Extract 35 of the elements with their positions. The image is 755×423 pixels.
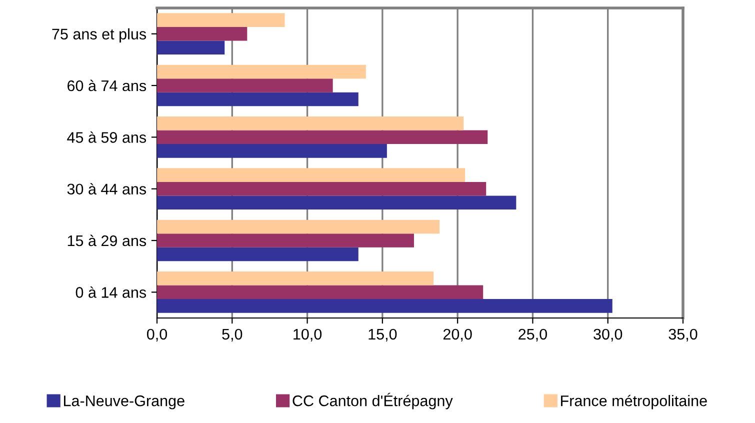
bar [157,13,285,27]
bar [157,78,333,92]
x-tick-label: 35,0 [668,328,698,342]
legend-label: France métropolitaine [561,394,707,410]
bar [157,92,358,106]
bar [157,116,464,130]
x-tick-label: 25,0 [518,328,547,342]
y-tick-label: 15 à 29 ans [68,234,146,246]
bar [157,144,387,158]
x-tick-label: 15,0 [368,328,397,342]
bar [157,130,488,144]
bar [157,168,466,182]
legend-label: La-Neuve-Grange [64,395,184,410]
bar [157,40,225,54]
bar [157,247,358,262]
x-tick-label: 30,0 [594,328,622,342]
y-tick-label: 60 à 74 ans [68,80,146,92]
y-tick-label: 75 ans et plus [52,28,146,43]
bar [157,196,516,210]
bar [157,285,484,300]
bar [157,272,434,286]
x-tick-label: 5,0 [222,328,242,342]
y-tick-label: 45 à 59 ans [67,131,146,143]
y-tick-label: 0 à 14 ans [76,286,146,298]
x-tick-label: 10,0 [294,328,322,342]
y-tick-label: 30 à 44 ans [67,183,146,195]
x-tick-label: 20,0 [443,328,472,342]
bar [157,64,366,79]
bar [157,220,440,234]
bar [157,299,612,313]
bar [157,26,248,41]
legend-label: CC Canton d'Étrépagny [292,392,453,410]
bar [157,234,414,248]
bar [157,182,486,196]
x-tick-label: 0,0 [146,328,168,342]
